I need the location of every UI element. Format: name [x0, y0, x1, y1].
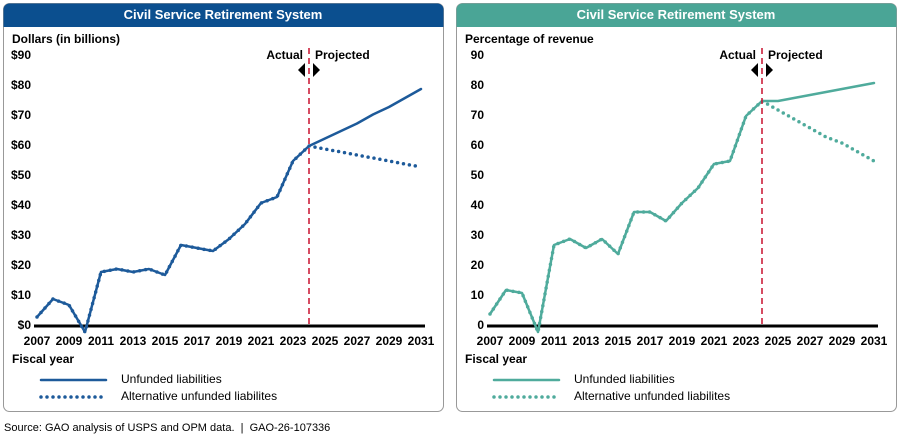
y-tick-label: 40 — [471, 198, 485, 212]
divider-label-right: Projected — [768, 48, 823, 62]
x-tick-label: 2019 — [669, 334, 696, 348]
x-tick-label: 2013 — [120, 334, 147, 348]
x-tick-label: 2027 — [344, 334, 371, 348]
x-tick-label: 2013 — [573, 334, 600, 348]
legend-label: Unfunded liabilities — [574, 372, 675, 386]
y-tick-label: $30 — [11, 228, 31, 242]
arrow-right — [766, 63, 773, 77]
x-tick-label: 2009 — [509, 334, 536, 348]
x-tick-label: 2015 — [605, 334, 632, 348]
arrow-left — [298, 63, 305, 77]
y-tick-label: 10 — [471, 288, 485, 302]
x-tick-label: 2011 — [541, 334, 567, 348]
x-tick-label: 2031 — [861, 334, 888, 348]
panel-header — [3, 3, 444, 27]
y-tick-label: $40 — [11, 198, 31, 212]
x-axis-label: Fiscal year — [465, 352, 527, 366]
x-axis-label: Fiscal year — [12, 352, 74, 366]
x-tick-label: 2029 — [376, 334, 403, 348]
y-tick-label: 50 — [471, 168, 485, 182]
x-tick-label: 2017 — [637, 334, 664, 348]
x-tick-label: 2025 — [312, 334, 339, 348]
y-tick-label: 80 — [471, 78, 485, 92]
divider-label-right: Projected — [315, 48, 370, 62]
x-tick-label: 2023 — [733, 334, 760, 348]
x-tick-label: 2025 — [765, 334, 792, 348]
y-tick-label: 0 — [477, 318, 484, 332]
y-axis-label: Dollars (in billions) — [12, 32, 120, 46]
y-tick-label: 20 — [471, 258, 485, 272]
x-tick-label: 2011 — [88, 334, 114, 348]
chart-panel: Civil Service Retirement System Percentag… — [456, 3, 897, 412]
y-tick-label: $20 — [11, 258, 31, 272]
panel-border — [3, 3, 444, 412]
x-tick-label: 2029 — [829, 334, 856, 348]
x-tick-label: 2007 — [477, 334, 504, 348]
y-tick-label: 90 — [471, 48, 485, 62]
y-tick-label: 70 — [471, 108, 485, 122]
series-line — [35, 144, 423, 334]
chart-title: Civil Service Retirement System — [577, 7, 776, 22]
x-tick-label: 2031 — [408, 334, 435, 348]
panel-header — [456, 3, 897, 27]
y-tick-label: $0 — [18, 318, 32, 332]
x-tick-label: 2023 — [280, 334, 307, 348]
divider-label-left: Actual — [266, 48, 303, 62]
legend-label: Alternative unfunded liabilites — [121, 389, 277, 403]
chart-title: Civil Service Retirement System — [124, 7, 323, 22]
x-tick-label: 2021 — [248, 334, 275, 348]
x-tick-label: 2007 — [24, 334, 51, 348]
x-tick-label: 2009 — [56, 334, 83, 348]
series-line — [488, 99, 876, 334]
source-note: Source: GAO analysis of USPS and OPM dat… — [4, 422, 330, 434]
legend-label: Unfunded liabilities — [121, 372, 222, 386]
legend-label: Alternative unfunded liabilites — [574, 389, 730, 403]
chart-panel: Civil Service Retirement System Dollars (… — [3, 3, 444, 412]
y-tick-label: $60 — [11, 138, 31, 152]
x-tick-label: 2015 — [152, 334, 179, 348]
x-tick-label: 2017 — [184, 334, 211, 348]
y-tick-label: $50 — [11, 168, 31, 182]
y-axis-label: Percentage of revenue — [465, 32, 594, 46]
y-tick-label: $80 — [11, 78, 31, 92]
arrow-right — [313, 63, 320, 77]
y-tick-label: $10 — [11, 288, 31, 302]
y-tick-label: 60 — [471, 138, 485, 152]
y-tick-label: $70 — [11, 108, 31, 122]
x-tick-label: 2021 — [701, 334, 728, 348]
divider-label-left: Actual — [719, 48, 756, 62]
arrow-left — [751, 63, 758, 77]
x-tick-label: 2027 — [797, 334, 824, 348]
x-tick-label: 2019 — [216, 334, 243, 348]
y-tick-label: 30 — [471, 228, 485, 242]
y-tick-label: $90 — [11, 48, 31, 62]
